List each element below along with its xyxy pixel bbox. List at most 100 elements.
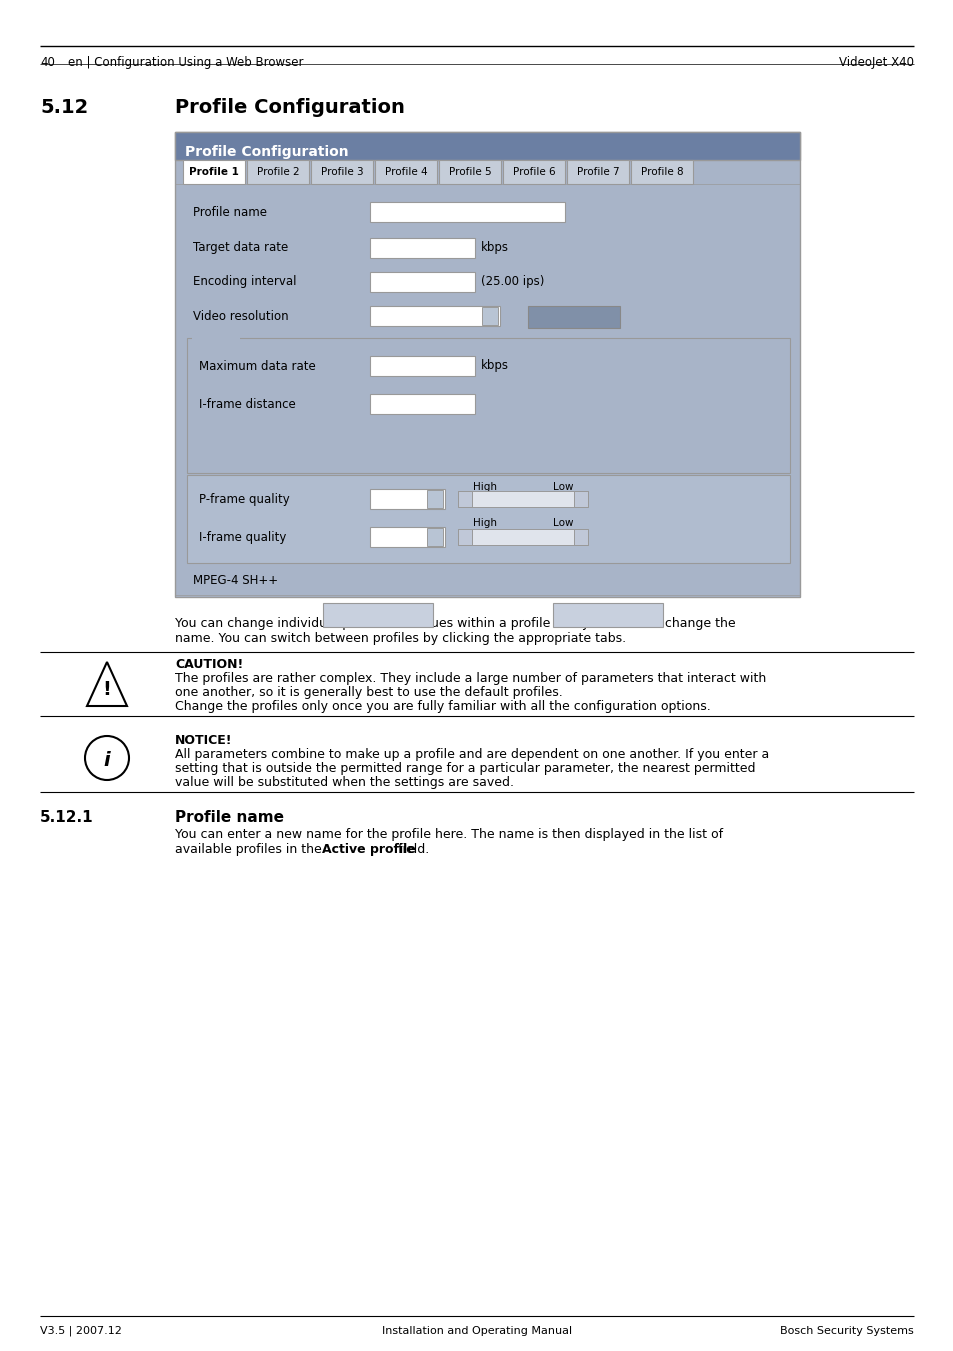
- Bar: [174, 132, 800, 159]
- Text: VideoJet X40: VideoJet X40: [838, 55, 913, 69]
- Bar: [370, 394, 475, 413]
- Text: Profile 6: Profile 6: [512, 168, 555, 177]
- Text: 1500: 1500: [374, 359, 403, 373]
- Text: You can enter a new name for the profile here. The name is then displayed in the: You can enter a new name for the profile…: [174, 828, 722, 842]
- Bar: [370, 489, 444, 509]
- Text: Details <<: Details <<: [541, 311, 606, 323]
- Text: Target data rate: Target data rate: [193, 242, 288, 254]
- Text: Auto: Auto: [374, 531, 401, 543]
- Text: V3.5 | 2007.12: V3.5 | 2007.12: [40, 1325, 122, 1336]
- Text: !: !: [103, 680, 112, 698]
- Text: ▼: ▼: [431, 494, 438, 504]
- Bar: [427, 490, 442, 508]
- Text: All parameters combine to make up a profile and are dependent on one another. If: All parameters combine to make up a prof…: [174, 748, 768, 761]
- Text: Auto: Auto: [374, 493, 401, 505]
- Text: CAUTION!: CAUTION!: [174, 658, 243, 671]
- Bar: [183, 159, 245, 184]
- Text: i: i: [104, 751, 111, 770]
- Text: Installation and Operating Manual: Installation and Operating Manual: [381, 1325, 572, 1336]
- Text: High: High: [473, 482, 497, 492]
- Text: Profile 4: Profile 4: [384, 168, 427, 177]
- Text: Low: Low: [553, 482, 573, 492]
- Text: I-frame distance: I-frame distance: [199, 397, 295, 411]
- Bar: [481, 307, 497, 326]
- Bar: [370, 357, 475, 376]
- Bar: [630, 159, 692, 184]
- Bar: [370, 203, 564, 222]
- Text: setting that is outside the permitted range for a particular parameter, the near: setting that is outside the permitted ra…: [174, 762, 755, 775]
- Text: The profiles are rather complex. They include a large number of parameters that : The profiles are rather complex. They in…: [174, 671, 765, 685]
- Text: Profile 1: Profile 1: [189, 168, 238, 177]
- Text: NOTICE!: NOTICE!: [174, 734, 233, 747]
- Bar: [574, 490, 587, 507]
- Bar: [174, 132, 800, 597]
- Text: available profiles in the: available profiles in the: [174, 843, 325, 857]
- Text: Profile name: Profile name: [193, 205, 267, 219]
- Text: Profile name: Profile name: [174, 811, 284, 825]
- Text: en | Configuration Using a Web Browser: en | Configuration Using a Web Browser: [68, 55, 303, 69]
- Text: Default: Default: [355, 608, 400, 621]
- Text: ◄: ◄: [460, 494, 468, 504]
- Bar: [311, 159, 373, 184]
- Text: MPEG-4 SH++: MPEG-4 SH++: [193, 574, 278, 588]
- Bar: [370, 238, 475, 258]
- Text: Profile 2: Profile 2: [256, 168, 299, 177]
- Bar: [566, 159, 628, 184]
- Text: Active profile: Active profile: [322, 843, 416, 857]
- Text: You can change individual parameter values within a profile and you can also cha: You can change individual parameter valu…: [174, 617, 735, 630]
- Text: High: High: [473, 517, 497, 528]
- Text: ◄: ◄: [460, 532, 468, 542]
- Text: Details: Details: [194, 332, 233, 343]
- Bar: [574, 530, 587, 544]
- Text: Encoding interval: Encoding interval: [193, 276, 296, 289]
- Text: kbps: kbps: [480, 242, 509, 254]
- Text: kbps: kbps: [480, 359, 509, 373]
- Bar: [527, 305, 619, 328]
- Text: 0: 0: [374, 397, 381, 411]
- Text: CIF: CIF: [375, 309, 393, 323]
- Circle shape: [85, 736, 129, 780]
- Bar: [438, 159, 500, 184]
- Text: Set: Set: [598, 608, 618, 621]
- Text: ▼: ▼: [431, 532, 438, 542]
- Text: Low bandwidth (CIF): Low bandwidth (CIF): [374, 205, 494, 219]
- Text: one another, so it is generally best to use the default profiles.: one another, so it is generally best to …: [174, 686, 562, 698]
- Polygon shape: [87, 662, 127, 707]
- Text: Video resolution: Video resolution: [193, 309, 289, 323]
- Bar: [457, 490, 587, 507]
- Text: Profile Configuration: Profile Configuration: [174, 99, 404, 118]
- Text: 40: 40: [40, 55, 55, 69]
- Text: Profile 3: Profile 3: [320, 168, 363, 177]
- Bar: [370, 527, 444, 547]
- Bar: [375, 159, 436, 184]
- Bar: [187, 338, 789, 473]
- Bar: [192, 330, 240, 345]
- Bar: [370, 272, 475, 292]
- Text: name. You can switch between profiles by clicking the appropriate tabs.: name. You can switch between profiles by…: [174, 632, 625, 644]
- Bar: [323, 603, 433, 627]
- Text: Low: Low: [553, 517, 573, 528]
- Text: ▼: ▼: [486, 311, 494, 322]
- Bar: [187, 476, 789, 563]
- Text: 700: 700: [374, 242, 395, 254]
- Text: 5.12: 5.12: [40, 99, 89, 118]
- Text: I-frame quality: I-frame quality: [199, 531, 286, 543]
- Text: Change the profiles only once you are fully familiar with all the configuration : Change the profiles only once you are fu…: [174, 700, 710, 713]
- Bar: [427, 528, 442, 546]
- Bar: [457, 530, 587, 544]
- Bar: [457, 530, 472, 544]
- Bar: [502, 159, 564, 184]
- Text: (25.00 ips): (25.00 ips): [480, 276, 544, 289]
- Text: Profile 5: Profile 5: [448, 168, 491, 177]
- Text: P-frame quality: P-frame quality: [199, 493, 290, 505]
- Bar: [370, 305, 499, 326]
- Bar: [553, 603, 662, 627]
- Text: 5.12.1: 5.12.1: [40, 811, 93, 825]
- Text: Profile Configuration: Profile Configuration: [185, 145, 348, 159]
- Text: ►: ►: [577, 494, 584, 504]
- Text: 1: 1: [374, 276, 381, 289]
- Text: value will be substituted when the settings are saved.: value will be substituted when the setti…: [174, 775, 514, 789]
- Text: Profile 8: Profile 8: [640, 168, 682, 177]
- Bar: [457, 490, 472, 507]
- Text: Profile 7: Profile 7: [576, 168, 618, 177]
